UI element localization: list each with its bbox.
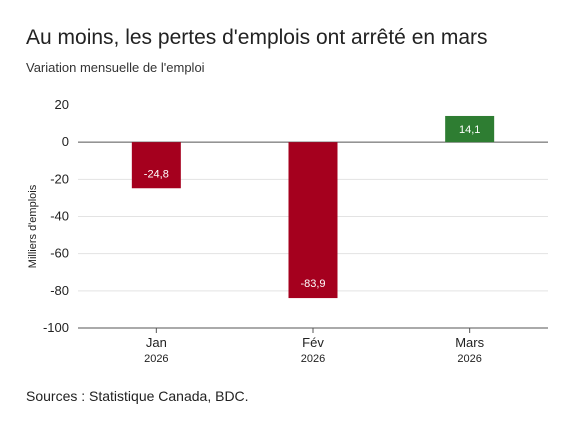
- data-label: -83,9: [300, 278, 325, 290]
- bar-fév: [288, 142, 338, 299]
- x-tick-sublabel: 2026: [457, 353, 481, 365]
- x-tick-label: Jan: [146, 335, 167, 350]
- chart-subtitle: Variation mensuelle de l'emploi: [26, 60, 205, 75]
- y-tick-label: 0: [62, 134, 69, 149]
- data-label: -24,8: [144, 168, 169, 180]
- bar-mars: [445, 115, 495, 143]
- x-tick-labels: Jan 2026 Fév 2026 Mars 2026: [144, 328, 485, 365]
- x-tick-label: Mars: [455, 335, 484, 350]
- bars: -24,8 -83,9 14,1: [131, 115, 495, 299]
- y-tick-label: -20: [50, 171, 69, 186]
- x-tick-sublabel: 2026: [144, 353, 168, 365]
- x-tick-sublabel: 2026: [301, 353, 325, 365]
- y-tick-label: -80: [50, 283, 69, 298]
- y-tick-labels: 20 0 -20 -40 -60 -80 -100: [43, 97, 69, 335]
- y-tick-label: 20: [55, 97, 69, 112]
- chart-title: Au moins, les pertes d'emplois ont arrêt…: [26, 26, 488, 49]
- bar-jan: [131, 142, 181, 189]
- y-tick-label: -40: [50, 209, 69, 224]
- y-tick-label: -100: [43, 320, 69, 335]
- source-note: Sources : Statistique Canada, BDC.: [26, 388, 249, 404]
- x-tick-label: Fév: [302, 335, 324, 350]
- y-tick-label: -60: [50, 246, 69, 261]
- y-axis-label: Milliers d'emplois: [27, 184, 39, 268]
- data-label: 14,1: [459, 124, 480, 136]
